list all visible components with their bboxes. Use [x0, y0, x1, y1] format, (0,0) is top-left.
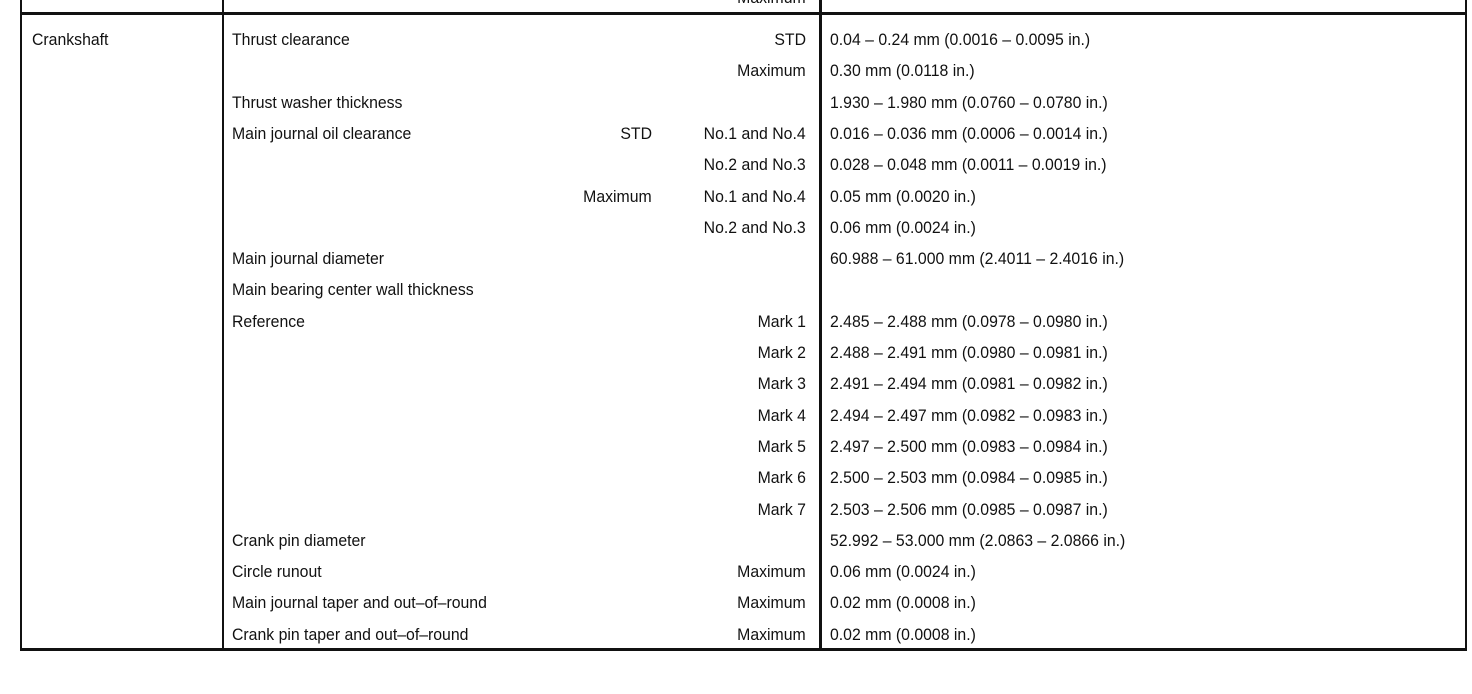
spec-label: Main journal diameter [232, 249, 385, 269]
spec-value: 60.988 – 61.000 mm (2.4011 – 2.4016 in.) [830, 249, 1125, 269]
spec-label: Thrust washer thickness [232, 92, 403, 112]
spec-sub-qualifier: Maximum [737, 624, 806, 644]
spec-value: 0.06 mm (0.0024 in.) [830, 217, 976, 237]
table-right-border [1465, 0, 1467, 650]
section-label: Crankshaft [32, 30, 109, 49]
spec-qualifier: STD [620, 123, 652, 143]
spec-sub-qualifier: Mark 6 [757, 468, 806, 488]
spec-value: 0.028 – 0.048 mm (0.0011 – 0.0019 in.) [830, 155, 1107, 175]
spec-value: 0.02 mm (0.0008 in.) [830, 593, 976, 613]
spec-label: Circle runout [232, 562, 322, 582]
spec-value: 0.02 mm (0.0008 in.) [830, 624, 976, 644]
spec-sub-qualifier: Mark 7 [757, 499, 806, 519]
spec-qualifier: Maximum [583, 186, 652, 206]
spec-sub-qualifier: Maximum [737, 61, 806, 81]
spec-sub-qualifier: Mark 5 [757, 436, 806, 456]
previous-row-clipped: Maximum [0, 0, 1472, 12]
spec-sub-qualifier: Maximum [737, 593, 806, 613]
spec-value: 52.992 – 53.000 mm (2.0863 – 2.0866 in.) [830, 530, 1126, 550]
spec-label: Reference [232, 311, 305, 331]
spec-sub-qualifier: Mark 4 [757, 405, 806, 425]
spec-sub-qualifier: No.2 and No.3 [704, 217, 806, 237]
spec-value: 2.497 – 2.500 mm (0.0983 – 0.0984 in.) [830, 436, 1108, 456]
spec-value: 2.494 – 2.497 mm (0.0982 – 0.0983 in.) [830, 405, 1108, 425]
spec-sub-qualifier: Mark 3 [757, 374, 806, 394]
spec-sub-qualifier: Mark 1 [757, 311, 806, 331]
spec-label: Crank pin taper and out–of–round [232, 624, 469, 644]
spec-value: 2.488 – 2.491 mm (0.0980 – 0.0981 in.) [830, 343, 1108, 362]
spec-sub-qualifier: STD [774, 30, 806, 49]
spec-value: 0.016 – 0.036 mm (0.0006 – 0.0014 in.) [830, 123, 1108, 143]
spec-sub-qualifier: No.1 and No.4 [704, 123, 806, 143]
spec-value: 1.930 – 1.980 mm (0.0760 – 0.0780 in.) [830, 92, 1108, 112]
spec-label: Main bearing center wall thickness [232, 280, 474, 300]
spec-value: 0.05 mm (0.0020 in.) [830, 186, 976, 206]
spec-sub-qualifier: Mark 2 [757, 343, 806, 362]
spec-value: 0.04 – 0.24 mm (0.0016 – 0.0095 in.) [830, 30, 1091, 49]
column-divider-2 [819, 0, 822, 650]
spec-label: Main journal taper and out–of–round [232, 593, 487, 613]
column-divider-1 [222, 0, 224, 650]
spec-value: 2.485 – 2.488 mm (0.0978 – 0.0980 in.) [830, 311, 1108, 331]
spec-sub-qualifier: Maximum [737, 562, 806, 582]
spec-value: 2.500 – 2.503 mm (0.0984 – 0.0985 in.) [830, 468, 1108, 488]
spec-label: Crank pin diameter [232, 530, 366, 550]
previous-row-qualifier: Maximum [737, 0, 806, 8]
table-top-border [20, 12, 1467, 15]
spec-value: 2.503 – 2.506 mm (0.0985 – 0.0987 in.) [830, 499, 1108, 519]
table-bottom-border [20, 648, 1467, 651]
table-left-border [20, 0, 22, 650]
spec-sub-qualifier: No.2 and No.3 [704, 155, 806, 175]
spec-sub-qualifier: No.1 and No.4 [704, 186, 806, 206]
spec-label: Thrust clearance [232, 30, 350, 49]
spec-value: 0.06 mm (0.0024 in.) [830, 562, 976, 582]
spec-value: 2.491 – 2.494 mm (0.0981 – 0.0982 in.) [830, 374, 1108, 394]
spec-label: Main journal oil clearance [232, 123, 412, 143]
spec-value: 0.30 mm (0.0118 in.) [830, 61, 975, 81]
